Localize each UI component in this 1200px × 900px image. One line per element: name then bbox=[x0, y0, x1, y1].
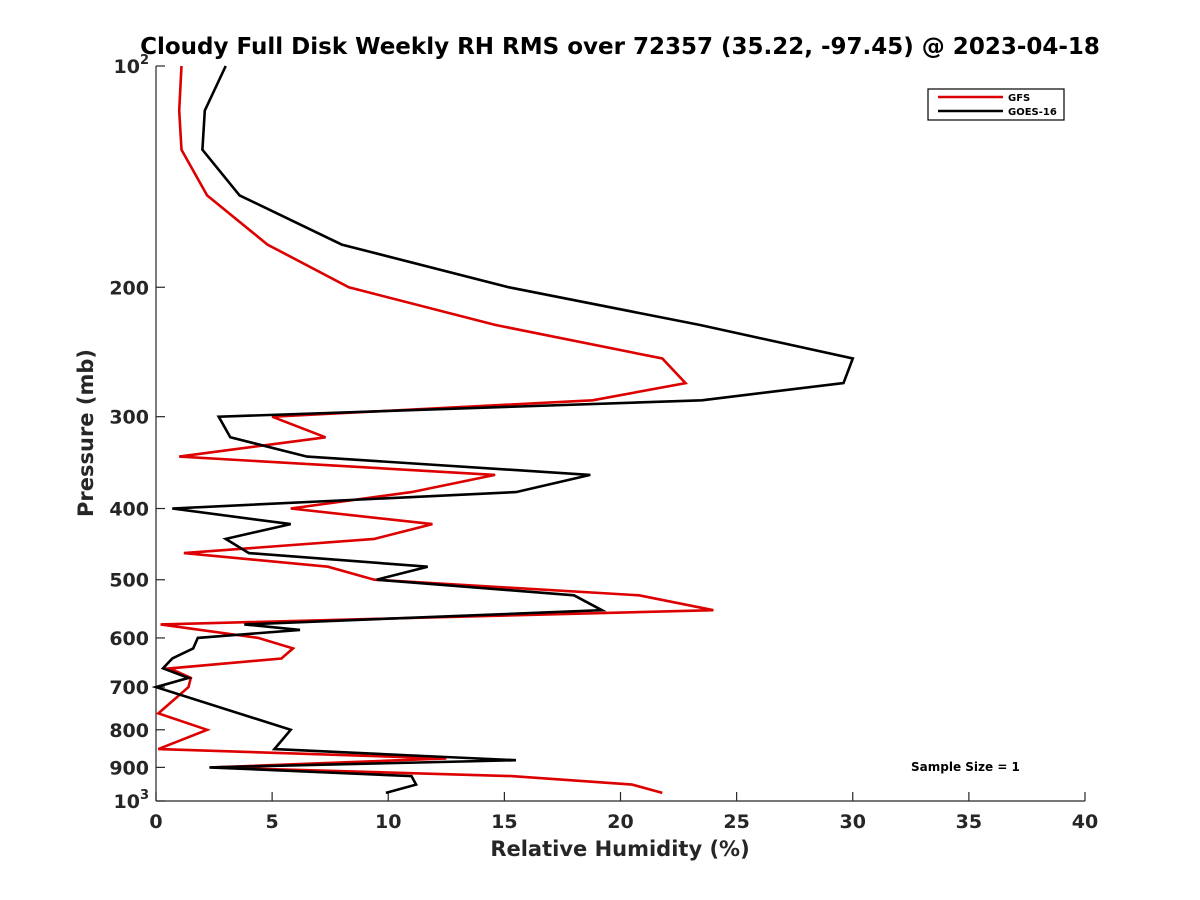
x-tick-label: 15 bbox=[491, 811, 517, 833]
x-tick-label: 40 bbox=[1072, 811, 1098, 833]
y-tick-label: 103 bbox=[114, 788, 150, 813]
y-tick-label: 200 bbox=[109, 277, 149, 299]
y-tick-label: 300 bbox=[109, 407, 149, 429]
x-tick-label: 10 bbox=[375, 811, 401, 833]
x-tick-label: 35 bbox=[956, 811, 982, 833]
y-axis-ticks: 102 200 300 400 500 600 700 800 900 103 bbox=[109, 53, 165, 813]
y-tick-label: 400 bbox=[109, 499, 149, 521]
plot-frame bbox=[156, 66, 1085, 801]
x-tick-label: 30 bbox=[840, 811, 866, 833]
x-tick-label: 20 bbox=[607, 811, 633, 833]
series-line-gfs bbox=[155, 65, 714, 795]
y-tick-label: 600 bbox=[109, 628, 149, 650]
legend-label-gfs: GFS bbox=[1008, 93, 1030, 104]
legend-box bbox=[927, 88, 1065, 121]
y-tick-label: 800 bbox=[109, 720, 149, 742]
y-tick-label: 500 bbox=[109, 570, 149, 592]
chart-title: Cloudy Full Disk Weekly RH RMS over 7235… bbox=[140, 34, 1100, 60]
series-lines bbox=[151, 65, 855, 795]
legend-label-goes-16: GOES-16 bbox=[1008, 107, 1057, 118]
sample-size-annotation: Sample Size = 1 bbox=[911, 760, 1020, 774]
x-tick-label: 0 bbox=[149, 811, 162, 833]
x-axis-ticks: 0 5 10 15 20 25 30 35 40 bbox=[149, 792, 1098, 833]
x-axis-label: Relative Humidity (%) bbox=[490, 837, 749, 861]
x-tick-label: 25 bbox=[723, 811, 749, 833]
plot-area bbox=[155, 66, 1085, 802]
y-tick-label: 900 bbox=[109, 757, 149, 779]
y-tick-label: 700 bbox=[109, 677, 149, 699]
y-axis-label: Pressure (mb) bbox=[74, 349, 98, 517]
series-line-goes-16 bbox=[151, 65, 855, 795]
y-tick-label: 102 bbox=[114, 53, 150, 78]
x-tick-label: 5 bbox=[266, 811, 279, 833]
legend: GFS GOES-16 bbox=[927, 88, 1065, 121]
